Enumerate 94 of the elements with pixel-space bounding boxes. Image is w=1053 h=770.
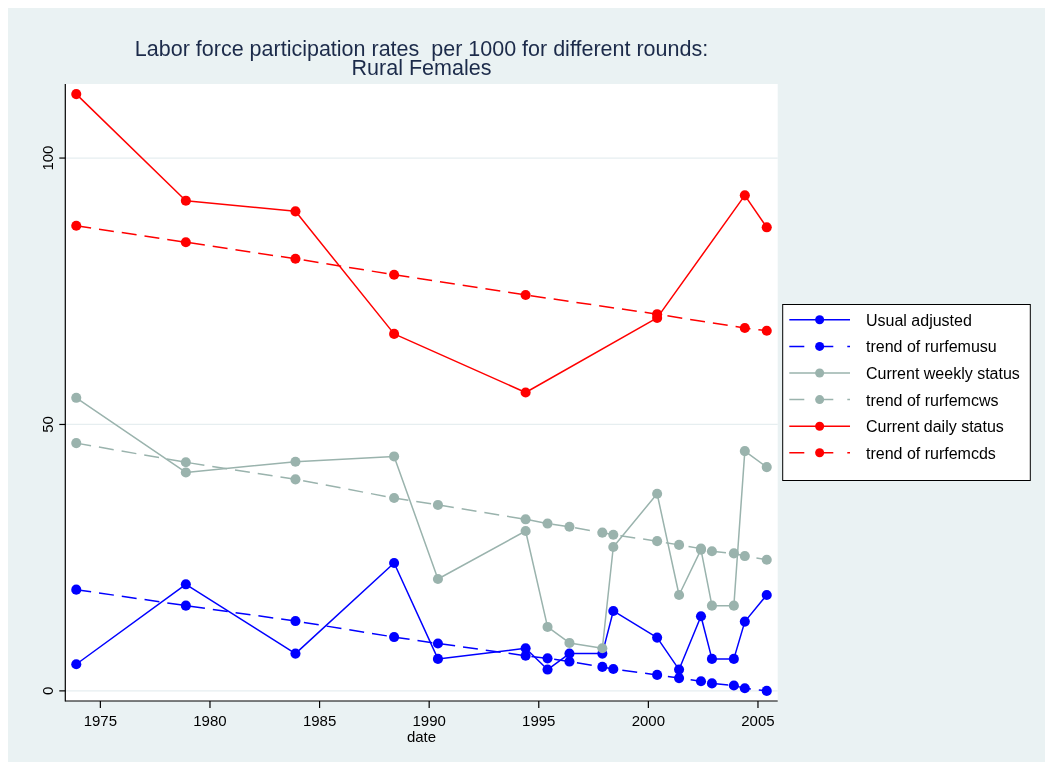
point [542, 518, 553, 529]
x-tick-label: 2005 [741, 711, 775, 729]
point [608, 664, 619, 675]
point [608, 605, 619, 616]
point [739, 190, 750, 201]
point [290, 616, 301, 627]
point [674, 673, 685, 684]
point [71, 659, 82, 670]
point [597, 527, 608, 538]
point [652, 632, 663, 643]
point [520, 526, 531, 537]
point [290, 474, 301, 485]
point [71, 392, 82, 403]
point [290, 253, 301, 264]
x-axis-title: date [406, 727, 437, 745]
point [389, 328, 400, 339]
point [728, 548, 739, 559]
point [180, 195, 191, 206]
point [728, 600, 739, 611]
point [608, 529, 619, 540]
legend-label: trend of rurfemcds [866, 444, 996, 462]
legend-label: trend of rurfemcws [866, 391, 999, 409]
point [597, 661, 608, 672]
point [674, 589, 685, 601]
point [706, 678, 717, 689]
point [432, 499, 443, 510]
point [389, 632, 400, 643]
x-tick-label: 1985 [302, 711, 337, 729]
point [389, 557, 400, 569]
point [761, 325, 772, 336]
point [180, 600, 191, 611]
legend-label: Current weekly status [866, 364, 1020, 382]
point [520, 514, 531, 525]
point [389, 451, 400, 462]
point [652, 536, 663, 547]
point [761, 554, 772, 565]
x-tick-label: 1980 [193, 711, 227, 729]
point [290, 206, 301, 217]
point [695, 611, 707, 622]
point [520, 289, 531, 301]
point [761, 222, 772, 233]
point [520, 387, 531, 398]
point [389, 492, 400, 504]
point [542, 664, 553, 675]
point [739, 446, 750, 457]
point [761, 589, 772, 601]
point [432, 573, 443, 585]
legend-label: Current daily status [866, 417, 1004, 435]
x-tick-label: 2000 [631, 711, 666, 729]
point [542, 653, 553, 664]
point [290, 456, 301, 467]
point [739, 322, 750, 334]
point [180, 467, 191, 478]
point [695, 676, 707, 687]
point [389, 269, 400, 280]
point [739, 683, 750, 694]
point [674, 539, 685, 550]
point [564, 521, 575, 532]
point [597, 643, 608, 654]
point [180, 237, 191, 248]
point [608, 541, 619, 553]
point [180, 457, 191, 468]
point [728, 680, 739, 691]
point [761, 685, 772, 696]
point [71, 438, 82, 449]
point [432, 653, 443, 664]
point [542, 621, 553, 632]
point [706, 600, 717, 611]
point [761, 462, 772, 473]
y-tick-label: 100 [39, 145, 57, 171]
point [71, 220, 82, 231]
point [290, 648, 301, 659]
y-tick-label: 50 [39, 416, 57, 433]
point [674, 664, 685, 675]
point [564, 656, 575, 667]
point [71, 89, 82, 100]
y-tick-label: 0 [39, 686, 57, 696]
point [432, 638, 443, 649]
point [728, 653, 739, 664]
point [180, 579, 191, 590]
point [739, 551, 750, 562]
point [652, 669, 663, 680]
point [706, 653, 717, 664]
legend-label: Usual adjusted [866, 311, 972, 329]
point [564, 637, 575, 648]
x-tick-label: 1995 [522, 711, 556, 729]
x-tick-label: 1975 [83, 711, 118, 729]
x-tick-label: 1990 [412, 711, 446, 729]
point [706, 546, 717, 557]
point [71, 584, 82, 595]
legend-label: trend of rurfemusu [866, 337, 997, 355]
point [739, 616, 750, 627]
chart-title: Labor force participation rates per 1000 for different rounds: Rural Females [134, 36, 709, 80]
point [652, 488, 663, 499]
